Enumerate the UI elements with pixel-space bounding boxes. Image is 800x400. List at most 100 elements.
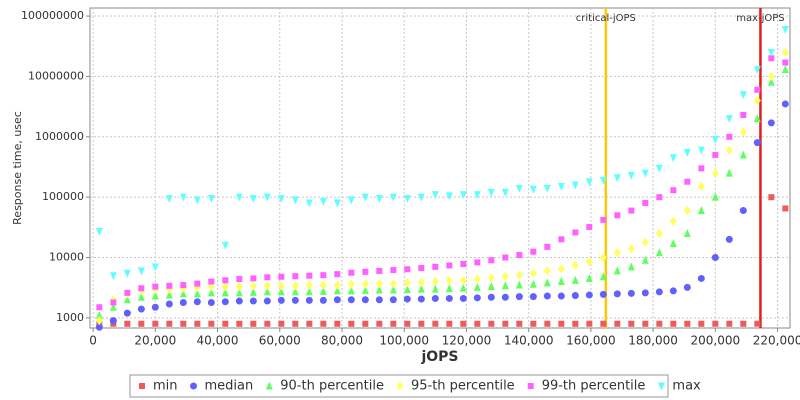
data-point (683, 206, 691, 216)
data-point (516, 252, 523, 259)
data-point (95, 310, 103, 319)
data-point (445, 294, 453, 302)
data-point (123, 269, 131, 278)
legend-label: 95-th percentile (411, 379, 515, 394)
data-point (193, 289, 201, 298)
data-point (445, 276, 453, 286)
data-point (740, 111, 747, 118)
data-point (376, 267, 383, 274)
data-point (306, 272, 313, 279)
x-tick-label: 160,000 (566, 334, 616, 348)
data-point (753, 114, 761, 123)
data-point (641, 289, 649, 297)
data-point (180, 282, 187, 289)
data-point (179, 193, 187, 202)
data-point (558, 236, 565, 243)
data-point (487, 293, 495, 301)
y-axis-title: Response time, usec (11, 111, 24, 225)
x-tick-label: 200,000 (691, 334, 741, 348)
data-point (725, 235, 733, 243)
data-point (207, 298, 215, 306)
data-point (389, 285, 397, 294)
data-point (109, 272, 117, 281)
data-point (361, 279, 369, 289)
data-point (123, 295, 131, 304)
data-point (319, 296, 327, 304)
data-point (418, 320, 425, 327)
data-point (753, 66, 761, 75)
data-point (473, 274, 481, 284)
data-point (291, 287, 299, 296)
data-point (319, 280, 327, 290)
data-point (711, 192, 719, 201)
data-point (641, 237, 649, 247)
data-point (585, 291, 593, 299)
data-point (278, 320, 285, 327)
plot-area (89, 7, 791, 329)
data-point (222, 277, 229, 284)
data-point (221, 298, 229, 306)
data-point (277, 296, 285, 304)
data-point (768, 194, 775, 201)
data-point (445, 192, 453, 201)
data-point (431, 191, 439, 200)
x-tick-label: 80,000 (321, 334, 363, 348)
annotation-label: critical-jOPS (576, 13, 636, 24)
data-point (264, 274, 271, 281)
data-point (292, 273, 299, 280)
data-point (319, 197, 327, 206)
data-point (221, 282, 229, 292)
data-point (137, 292, 145, 301)
y-tick-label: 100000000 (21, 9, 84, 22)
data-point (767, 119, 775, 127)
data-point (781, 65, 789, 74)
data-point (684, 320, 691, 327)
data-point (613, 248, 621, 258)
data-point (739, 127, 747, 137)
data-point (725, 168, 733, 177)
data-point (417, 193, 425, 202)
data-point (529, 293, 537, 301)
data-point (347, 279, 355, 289)
data-point (655, 248, 663, 257)
data-point (291, 281, 299, 291)
data-point (515, 270, 523, 280)
data-point (124, 289, 131, 296)
legend-label: min (153, 379, 178, 394)
data-point (95, 323, 103, 331)
data-point (529, 268, 537, 278)
data-point (207, 288, 215, 297)
data-point (474, 259, 481, 266)
data-point (165, 195, 173, 204)
data-point (712, 320, 719, 327)
data-point (277, 281, 285, 291)
data-point (362, 268, 369, 275)
data-point (389, 279, 397, 289)
data-point (599, 253, 607, 263)
data-point (781, 47, 789, 57)
data-point (487, 273, 495, 283)
data-point (711, 136, 719, 145)
data-point (291, 296, 299, 304)
legend-label: 90-th percentile (280, 379, 384, 394)
data-point (152, 283, 159, 290)
data-point (137, 305, 145, 313)
data-point (725, 115, 733, 124)
data-point (221, 288, 229, 297)
data-point (628, 320, 635, 327)
data-point (404, 266, 411, 273)
data-point (432, 263, 439, 270)
data-point (138, 320, 145, 327)
data-point (404, 320, 411, 327)
data-point (641, 255, 649, 264)
data-point (334, 271, 341, 278)
data-point (193, 196, 201, 205)
data-point (151, 303, 159, 311)
data-point (473, 294, 481, 302)
data-point (390, 267, 397, 274)
data-point (306, 320, 313, 327)
data-point (544, 320, 551, 327)
data-point (572, 320, 579, 327)
y-tick-label: 10000000 (28, 69, 84, 82)
